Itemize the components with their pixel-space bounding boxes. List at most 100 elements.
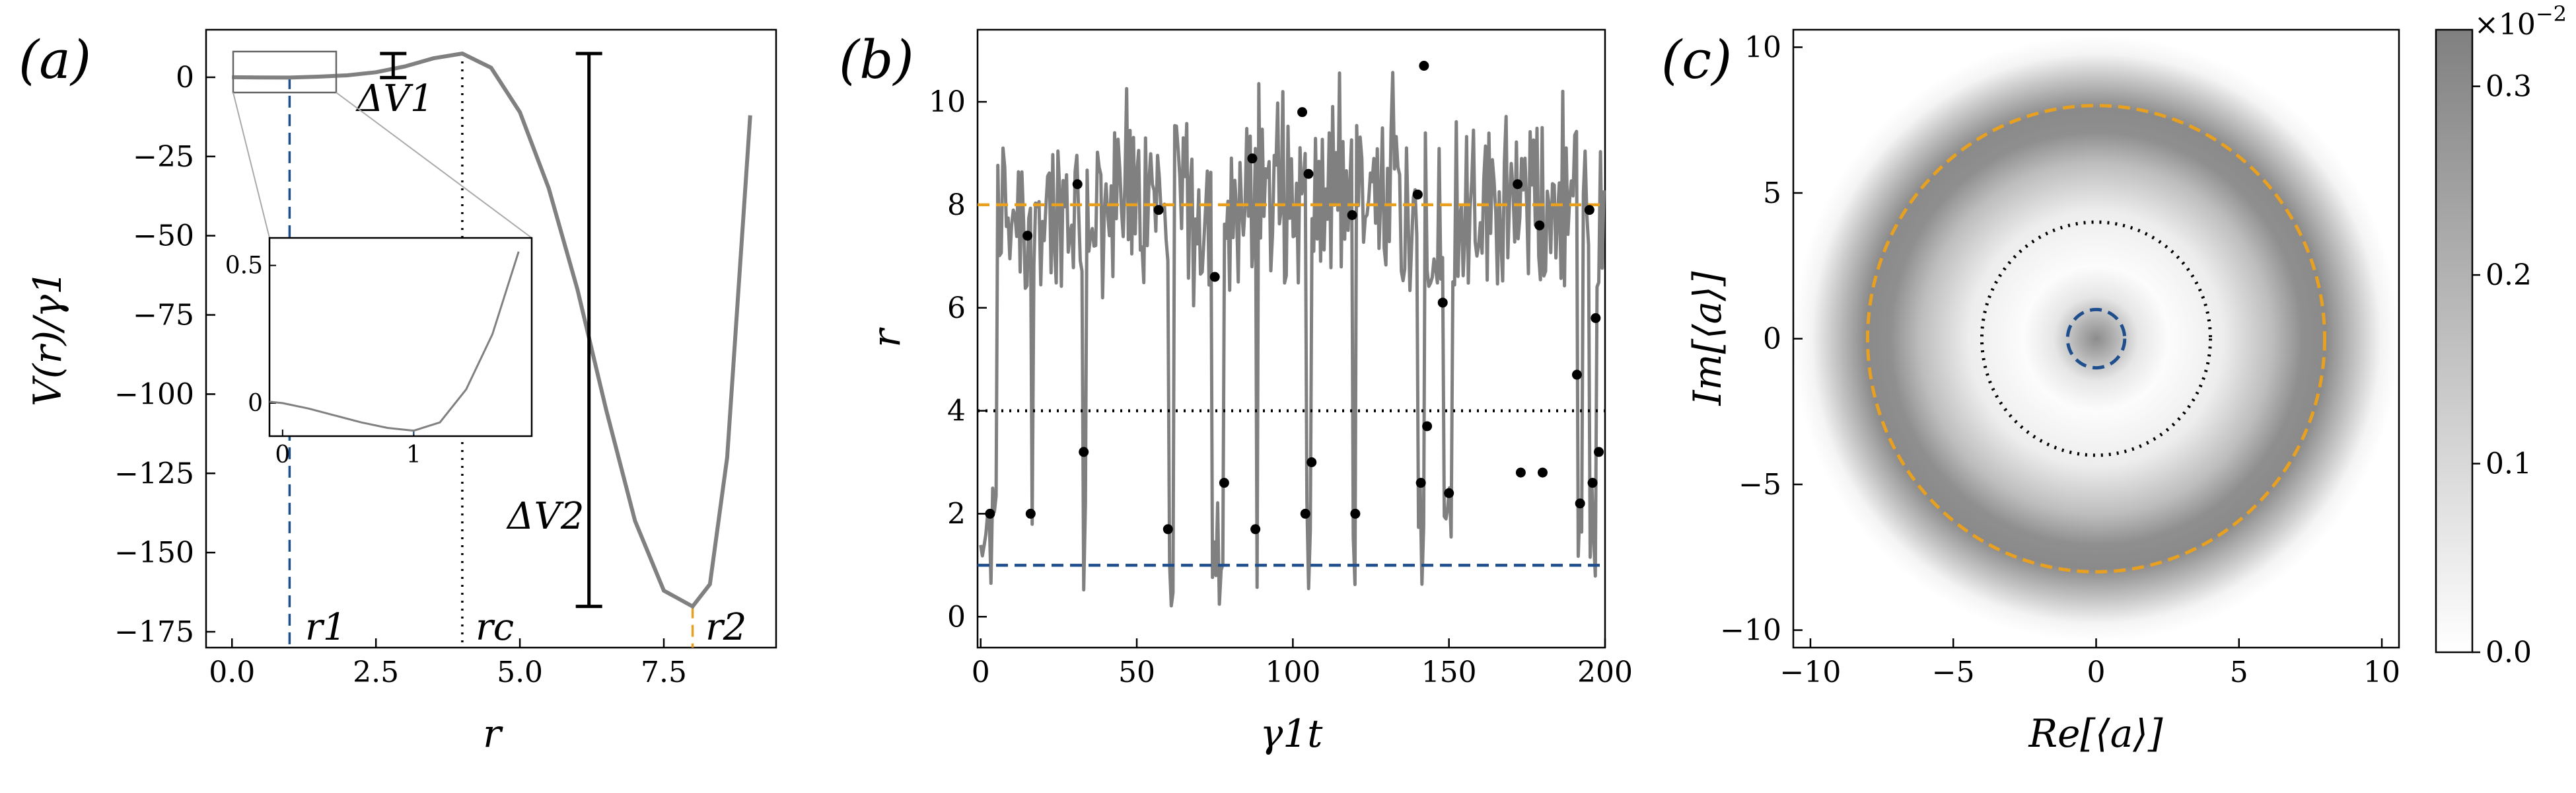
- sample-dot: [1537, 467, 1548, 478]
- sample-dot: [1025, 508, 1036, 519]
- y-tick-label: 0: [1763, 322, 1781, 356]
- reference-circle: [1980, 220, 2213, 457]
- inset-zoom-box: [232, 50, 338, 94]
- y-tick-label: −125: [114, 457, 194, 490]
- x-tick-label: 0: [2087, 656, 2106, 689]
- y-tick-label: 10: [1744, 30, 1781, 64]
- sample-dot: [1575, 498, 1585, 509]
- panel-b-hlines: [978, 203, 1605, 567]
- sample-dot: [1219, 478, 1229, 488]
- colorbar: [2435, 28, 2474, 654]
- y-tick-label: −175: [114, 615, 194, 649]
- sample-dot: [1444, 488, 1454, 498]
- panel-a-xlabel: r: [483, 711, 503, 756]
- sample-dot: [1419, 61, 1429, 71]
- panel-c-y-ticks: 10 5 0 −5 −10: [1720, 30, 1803, 648]
- sample-dot: [1163, 524, 1173, 535]
- panel-c-x-ticks: −10 −5 0 5 10: [1780, 638, 2400, 689]
- inset-x-tick-label: 0: [275, 441, 290, 469]
- panel-a: (a) 0.0 2.5 5.0 7.5 0 −25 −50 −75 −100 −125 −150 −…: [18, 28, 777, 756]
- inset-y-tick-label: 0.5: [225, 252, 263, 280]
- colorbar-tick-label: 0.2: [2486, 258, 2532, 292]
- phase-space-heatmap: [1793, 30, 2399, 648]
- sample-dot: [1513, 179, 1523, 190]
- y-tick-label: −75: [133, 299, 194, 332]
- sample-dot: [1297, 107, 1308, 118]
- colorbar-ticks: 0.0 0.1 0.2 0.3: [2472, 70, 2532, 669]
- panel-a-ylabel: V(r)/γ1: [25, 270, 70, 406]
- panel-b-dots: [985, 61, 1604, 535]
- sample-dot: [1594, 447, 1604, 457]
- colorbar-multiplier: ×10−2: [2474, 1, 2567, 42]
- panel-b-xlabel: γ1t: [1260, 711, 1324, 756]
- potential-curve: [232, 51, 752, 609]
- sample-dot: [985, 508, 995, 519]
- sample-dot: [1247, 153, 1258, 164]
- sample-dot: [1571, 369, 1582, 380]
- x-tick-label: 0.0: [209, 656, 255, 689]
- sample-dot: [1412, 189, 1423, 200]
- inset-ticks: 0 1 0 0.5: [225, 252, 421, 469]
- sample-dot: [1072, 179, 1083, 190]
- inset-connector: [336, 92, 532, 239]
- x-tick-label: 2.5: [353, 656, 399, 689]
- x-tick-label: 150: [1421, 656, 1477, 689]
- sample-dot: [1587, 478, 1598, 488]
- sample-dot: [1153, 205, 1164, 215]
- panel-b-label: (b): [839, 29, 914, 91]
- sample-dot: [1079, 447, 1089, 457]
- sample-dot: [1437, 297, 1448, 308]
- y-tick-label: 8: [947, 188, 966, 222]
- x-tick-label: 200: [1577, 656, 1633, 689]
- colorbar-tick-label: 0.1: [2486, 447, 2532, 481]
- panel-c-xlabel: Re[⟨a⟩]: [2028, 711, 2163, 756]
- sample-dot: [1415, 478, 1426, 488]
- colorbar-tick-label: 0.0: [2486, 636, 2532, 669]
- y-tick-label: −150: [114, 536, 194, 570]
- y-tick-label: −100: [114, 377, 194, 411]
- x-tick-label: 5: [2230, 656, 2248, 689]
- x-tick-label: 10: [2363, 656, 2400, 689]
- x-tick-label: 5.0: [497, 656, 543, 689]
- panel-a-x-ticks: 0.0 2.5 5.0 7.5: [209, 638, 687, 689]
- panel-c-label: (c): [1661, 29, 1732, 91]
- y-tick-label: 2: [947, 497, 966, 531]
- y-tick-label: 6: [947, 291, 966, 325]
- delta-v1-label: ΔV1: [355, 77, 434, 120]
- panel-a-y-ticks: 0 −25 −50 −75 −100 −125 −150 −175: [114, 61, 215, 649]
- sample-dot: [1584, 205, 1594, 215]
- sample-dot: [1250, 524, 1261, 535]
- inset-curve: [269, 251, 520, 432]
- x-tick-label: 0: [972, 656, 990, 689]
- sample-dot: [1300, 508, 1310, 519]
- r2-label: r2: [705, 606, 746, 649]
- rc-label: rc: [476, 606, 514, 649]
- y-tick-label: 4: [947, 395, 966, 428]
- panel-c-circles: [1865, 104, 2327, 574]
- y-tick-label: 5: [1763, 176, 1781, 210]
- sample-dot: [1422, 421, 1433, 432]
- sample-dot: [1515, 467, 1526, 478]
- inset-connector: [233, 92, 270, 239]
- inset-x-tick-label: 1: [406, 441, 421, 469]
- sample-dot: [1022, 231, 1033, 241]
- inset-y-tick-label: 0: [248, 390, 263, 417]
- panel-c-ylabel: Im[⟨a⟩]: [1685, 271, 1730, 406]
- x-tick-label: −10: [1780, 656, 1842, 689]
- y-tick-label: 10: [929, 85, 966, 119]
- x-tick-label: 100: [1265, 656, 1320, 689]
- panel-b: (b) 0 50 100 150 200 0 2 4 6 8 10 γ1t r: [839, 28, 1633, 756]
- panel-b-y-ticks: 0 2 4 6 8 10: [929, 85, 987, 634]
- y-tick-label: −10: [1720, 614, 1781, 648]
- y-tick-label: 0: [947, 600, 966, 634]
- delta-v2-label: ΔV2: [506, 495, 585, 538]
- inset: 0 1 0 0.5: [225, 237, 533, 469]
- sample-dot: [1347, 210, 1357, 220]
- reference-circle: [2065, 307, 2127, 370]
- x-tick-label: −5: [1932, 656, 1975, 689]
- sample-dot: [1534, 220, 1545, 231]
- panel-a-delta-bars: [380, 52, 602, 609]
- y-tick-label: 0: [176, 61, 194, 94]
